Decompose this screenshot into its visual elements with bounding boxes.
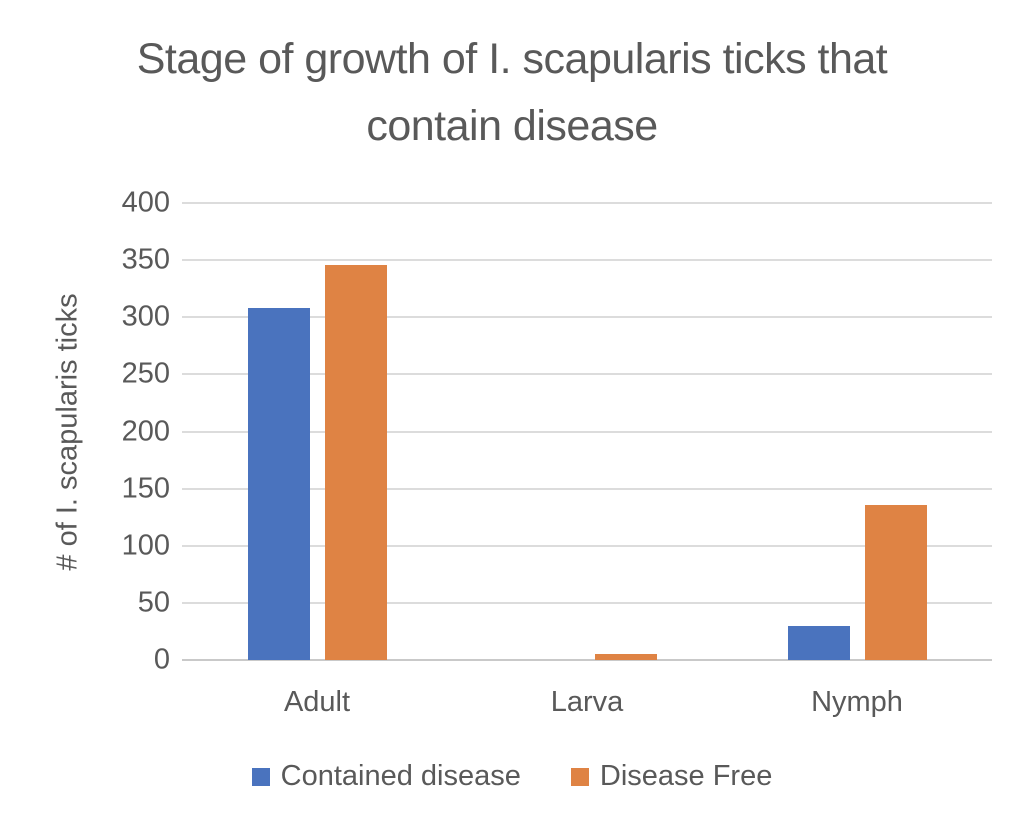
- x-axis-labels: Adult Larva Nymph: [182, 686, 992, 719]
- legend-item-contained-disease: Contained disease: [251, 760, 521, 793]
- y-tick-label-0: 0: [153, 643, 170, 676]
- plot-area: [182, 202, 992, 661]
- gridline: [182, 601, 992, 604]
- y-tick-label-200: 200: [121, 415, 170, 447]
- bar-nymph-disease-free: [864, 504, 927, 660]
- y-tick-label-350: 350: [121, 243, 170, 276]
- x-label-larva: Larva: [550, 686, 624, 718]
- gridline: [182, 316, 992, 319]
- gridline: [182, 544, 992, 547]
- gridline: [182, 259, 992, 262]
- y-tick-label-50: 50: [137, 586, 170, 619]
- chart-title: Stage of growth of I. scapularis ticks t…: [136, 35, 888, 150]
- y-axis-tick-labels: 0 50 100 150 200 250 300 350 400: [40, 187, 170, 676]
- y-tick-label-250: 250: [121, 357, 170, 390]
- gridline: [182, 373, 992, 376]
- bar-larva-disease-free: [594, 654, 657, 660]
- x-label-adult: Adult: [283, 686, 351, 718]
- bar-group-larva: [452, 203, 722, 660]
- bars-layer: [182, 203, 992, 660]
- y-tick-label-400: 400: [121, 186, 170, 219]
- bar-nymph-contained-disease: [787, 625, 850, 660]
- x-label-nymph: Nymph: [811, 686, 903, 718]
- baseline-gridline: [182, 659, 992, 661]
- legend-label-contained-disease: Contained disease: [280, 760, 521, 792]
- y-tick-label-150: 150: [121, 472, 170, 505]
- gridline: [182, 202, 992, 204]
- bar-group-adult: [182, 203, 452, 660]
- y-tick-label-100: 100: [121, 529, 170, 562]
- bar-adult-contained-disease: [247, 308, 310, 660]
- legend-item-disease-free: Disease Free: [570, 760, 773, 793]
- legend-label-disease-free: Disease Free: [599, 760, 773, 792]
- y-tick-label-300: 300: [121, 300, 170, 333]
- gridline: [182, 487, 992, 490]
- legend-swatch-disease-free: [570, 767, 589, 786]
- gridline: [182, 430, 992, 433]
- legend: Contained disease Disease Free: [0, 760, 1024, 793]
- bar-group-nymph: [722, 203, 992, 660]
- legend-swatch-contained-disease: [251, 767, 270, 786]
- bar-adult-disease-free: [324, 264, 387, 660]
